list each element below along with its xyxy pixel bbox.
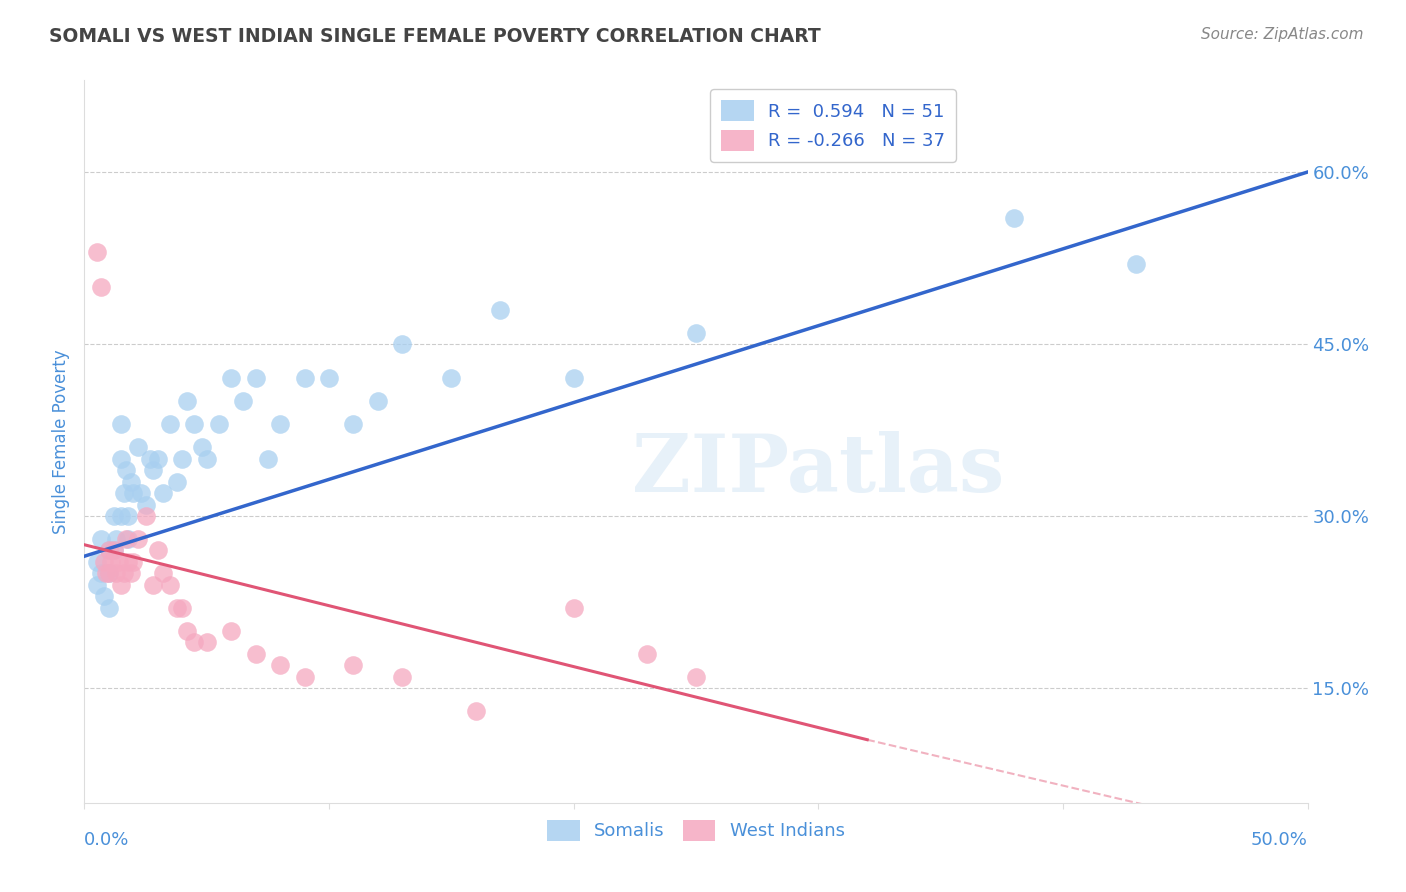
Point [120, 475, 142, 489]
Point [219, 624, 242, 638]
Point [97, 566, 120, 581]
Point [1002, 211, 1025, 225]
Point [269, 417, 291, 432]
Point [115, 463, 138, 477]
Point [219, 371, 242, 385]
Point [176, 394, 198, 409]
Point [183, 635, 205, 649]
Point [172, 600, 194, 615]
Point [232, 394, 254, 409]
Point [86, 578, 108, 592]
Point [464, 704, 486, 718]
Point [294, 670, 316, 684]
Point [195, 451, 218, 466]
Point [191, 440, 214, 454]
Point [120, 566, 142, 581]
Point [245, 371, 267, 385]
Point [166, 475, 188, 489]
Point [269, 658, 291, 673]
Point [159, 578, 181, 592]
Point [122, 486, 145, 500]
Point [105, 532, 128, 546]
Point [117, 555, 139, 569]
Text: Source: ZipAtlas.com: Source: ZipAtlas.com [1201, 27, 1364, 42]
Point [90, 566, 112, 581]
Point [103, 509, 125, 524]
Point [257, 451, 280, 466]
Text: 0.0%: 0.0% [84, 831, 129, 849]
Point [146, 451, 169, 466]
Point [562, 371, 585, 385]
Point [562, 600, 585, 615]
Point [90, 279, 112, 293]
Point [135, 498, 157, 512]
Point [159, 417, 181, 432]
Point [97, 566, 120, 581]
Point [342, 417, 364, 432]
Point [367, 394, 389, 409]
Point [127, 440, 149, 454]
Point [112, 566, 135, 581]
Point [294, 371, 316, 385]
Point [103, 543, 125, 558]
Point [146, 543, 169, 558]
Point [93, 555, 115, 569]
Point [97, 543, 120, 558]
Point [110, 451, 132, 466]
Point [152, 486, 174, 500]
Y-axis label: Single Female Poverty: Single Female Poverty [52, 350, 70, 533]
Point [208, 417, 231, 432]
Point [96, 566, 118, 581]
Point [107, 555, 129, 569]
Point [152, 566, 174, 581]
Point [183, 417, 205, 432]
Point [117, 532, 139, 546]
Point [142, 463, 165, 477]
Point [440, 371, 463, 385]
Point [86, 245, 108, 260]
Point [176, 624, 198, 638]
Point [97, 543, 120, 558]
Point [110, 417, 132, 432]
Point [142, 578, 165, 592]
Point [636, 647, 658, 661]
Point [93, 590, 115, 604]
Point [342, 658, 364, 673]
Point [135, 509, 157, 524]
Point [685, 326, 707, 340]
Point [391, 670, 413, 684]
Point [489, 302, 512, 317]
Point [195, 635, 218, 649]
Point [1125, 257, 1147, 271]
Point [110, 578, 132, 592]
Point [127, 532, 149, 546]
Text: ZIPatlas: ZIPatlas [633, 432, 1004, 509]
Point [172, 451, 194, 466]
Legend: Somalis, West Indians: Somalis, West Indians [540, 813, 852, 848]
Text: SOMALI VS WEST INDIAN SINGLE FEMALE POVERTY CORRELATION CHART: SOMALI VS WEST INDIAN SINGLE FEMALE POVE… [49, 27, 821, 45]
Point [122, 555, 145, 569]
Point [112, 486, 135, 500]
Point [115, 532, 138, 546]
Point [86, 555, 108, 569]
Point [129, 486, 152, 500]
Point [166, 600, 188, 615]
Text: 50.0%: 50.0% [1251, 831, 1308, 849]
Point [105, 566, 128, 581]
Point [139, 451, 162, 466]
Point [97, 600, 120, 615]
Point [117, 509, 139, 524]
Point [245, 647, 267, 661]
Point [103, 543, 125, 558]
Point [685, 670, 707, 684]
Point [318, 371, 340, 385]
Point [100, 555, 122, 569]
Point [110, 509, 132, 524]
Point [391, 337, 413, 351]
Point [90, 532, 112, 546]
